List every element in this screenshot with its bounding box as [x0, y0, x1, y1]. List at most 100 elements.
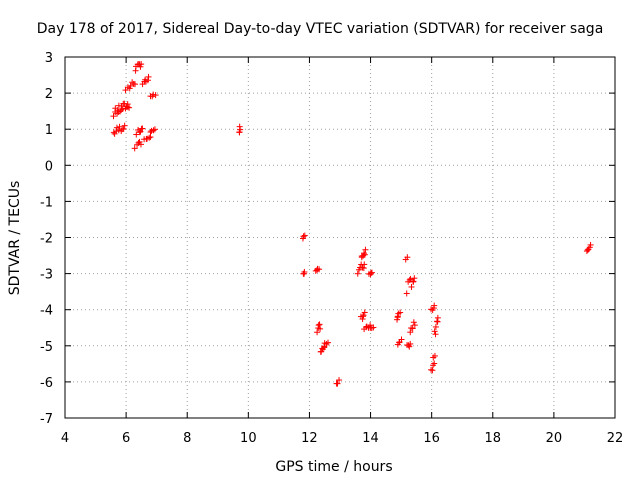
data-point [150, 127, 157, 134]
data-point [316, 266, 323, 273]
data-point [360, 312, 367, 319]
data-point [144, 77, 151, 84]
x-tick-label: 4 [61, 431, 69, 446]
data-point [113, 128, 120, 135]
data-point [152, 92, 159, 99]
data-point [587, 241, 594, 248]
y-tick-label: -3 [40, 268, 53, 283]
data-point [119, 105, 126, 112]
data-point [406, 276, 413, 283]
data-point [111, 130, 118, 137]
data-point [145, 73, 152, 80]
grid [65, 57, 615, 418]
data-point [131, 81, 138, 88]
x-tick-label: 20 [546, 431, 563, 446]
x-tick-label: 22 [607, 431, 624, 446]
x-tick-label: 6 [122, 431, 130, 446]
data-point [408, 325, 415, 332]
data-point [429, 367, 436, 374]
data-point [124, 104, 131, 111]
data-point [409, 325, 416, 332]
data-point [316, 321, 323, 328]
data-point [146, 134, 153, 141]
data-point [410, 319, 417, 326]
data-point [137, 63, 144, 70]
data-point [403, 290, 410, 297]
data-point [431, 328, 438, 335]
plot-frame [64, 56, 616, 419]
data-point [398, 336, 405, 343]
data-point [138, 61, 145, 68]
data-point [431, 352, 438, 359]
data-point [407, 275, 414, 282]
data-point [120, 125, 127, 132]
data-point [431, 360, 438, 367]
data-point [237, 126, 244, 133]
data-point [126, 104, 133, 111]
data-point [147, 129, 154, 136]
data-points [110, 61, 594, 387]
data-point [121, 122, 128, 129]
x-tick-label: 8 [183, 431, 191, 446]
y-tick-label: 1 [45, 123, 53, 138]
data-point [110, 113, 117, 120]
data-point [428, 306, 435, 313]
data-point [407, 329, 414, 336]
y-tick-label: 2 [45, 87, 53, 102]
data-point [408, 283, 415, 290]
x-tick-label: 18 [485, 431, 502, 446]
y-tick-label: -1 [40, 195, 53, 210]
data-point [236, 123, 243, 130]
data-point [406, 343, 413, 350]
data-point [317, 325, 324, 332]
data-point [410, 278, 417, 285]
data-point [354, 270, 361, 277]
data-point [370, 324, 377, 331]
data-point [407, 340, 414, 347]
data-point [361, 309, 368, 316]
data-point [127, 82, 134, 89]
x-tick-label: 16 [423, 431, 440, 446]
data-point [397, 309, 404, 316]
data-point [301, 268, 308, 275]
data-point [432, 331, 439, 338]
y-tick-label: 3 [45, 51, 53, 66]
data-point [411, 322, 418, 329]
data-point [431, 302, 438, 309]
data-point [336, 377, 343, 384]
data-point [411, 275, 418, 282]
x-tick-label: 12 [301, 431, 318, 446]
data-point [359, 313, 366, 320]
data-point [131, 145, 138, 152]
y-tick-label: -2 [40, 232, 53, 247]
data-point [301, 232, 308, 239]
data-point [432, 323, 439, 330]
data-point [314, 329, 321, 336]
y-tick-label: -6 [40, 376, 53, 391]
data-point [394, 313, 401, 320]
chart-title: Day 178 of 2017, Sidereal Day-to-day VTE… [37, 21, 604, 37]
data-point [321, 344, 328, 351]
x-tick-label: 10 [240, 431, 257, 446]
x-tick-label: 14 [362, 431, 379, 446]
data-point [361, 251, 368, 258]
y-tick-label: -5 [40, 340, 53, 355]
data-point [361, 261, 368, 268]
data-point [137, 128, 144, 135]
data-point [151, 126, 158, 133]
data-point [362, 246, 369, 253]
data-point [137, 141, 144, 148]
y-tick-label: -4 [40, 304, 53, 319]
data-point [133, 131, 140, 138]
data-point [404, 254, 411, 261]
data-point [434, 314, 441, 321]
data-point [139, 125, 146, 132]
data-point [334, 380, 341, 387]
x-axis-label: GPS time / hours [275, 459, 392, 475]
y-axis-label: SDTVAR / TECUs [7, 181, 23, 296]
data-point [300, 233, 307, 240]
data-point [315, 322, 322, 329]
data-point [368, 269, 375, 276]
